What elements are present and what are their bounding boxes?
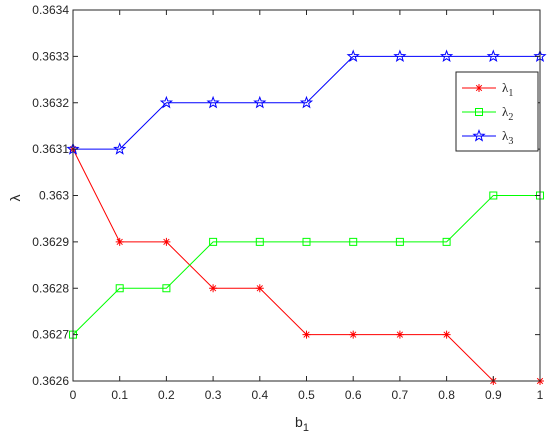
series-3-line — [73, 55, 540, 150]
y-tick-label: 0.3634 — [32, 3, 69, 17]
x-tick-label: 0.1 — [111, 388, 128, 402]
series-2-point — [349, 237, 358, 246]
legend-entry-1: λ1 — [462, 80, 513, 99]
plot-area — [73, 10, 540, 381]
series-3-point — [486, 49, 500, 62]
series-3-point — [346, 49, 360, 62]
x-axis-label: b1 — [295, 414, 309, 434]
y-axis-label: λ — [7, 195, 23, 202]
series-2-point — [302, 237, 311, 246]
series-2-point — [115, 284, 124, 293]
x-tick-label: 0.7 — [392, 388, 409, 402]
legend-swatch-marker — [475, 108, 483, 116]
series-2-line — [72, 195, 540, 335]
y-tick-label: 0.3632 — [32, 96, 69, 110]
series-3-point — [206, 95, 220, 109]
series-2-point — [489, 191, 498, 200]
y-tick-label: 0.3633 — [32, 49, 69, 63]
series-3-point — [159, 95, 173, 109]
x-tick-label: 0.8 — [438, 388, 455, 402]
x-tick-label: 0.9 — [485, 388, 502, 402]
legend-entry-3: λ3 — [462, 128, 513, 147]
legend-label: λ2 — [502, 104, 513, 123]
series-1-point — [162, 237, 171, 246]
legend-label: λ1 — [502, 80, 513, 99]
series-1-point — [395, 330, 404, 339]
series-2-point — [395, 237, 404, 246]
y-tick-label: 0.3631 — [32, 142, 69, 156]
x-tick-label: 0 — [70, 388, 77, 402]
series-1-point — [442, 330, 451, 339]
tick-labels-layer: 0 0.1 0.2 0.3 0.4 0.5 0.6 0.7 0.8 0.9 1 0.3626 0.362… — [32, 3, 543, 402]
legend-swatch-marker — [472, 129, 486, 142]
series-3-point — [440, 49, 454, 62]
series-3 — [66, 49, 547, 155]
y-tick-label: 0.3626 — [32, 374, 69, 388]
series-2-point — [442, 237, 451, 246]
series-layer — [66, 49, 547, 385]
y-tick-label: 0.363 — [39, 189, 69, 203]
series-2-point — [209, 237, 218, 246]
series-2-point — [255, 237, 264, 246]
legend-entry-2: λ2 — [462, 104, 513, 123]
legend-swatch-marker — [475, 84, 483, 92]
legend-label: λ3 — [502, 128, 513, 147]
y-tick-label: 0.3629 — [32, 235, 69, 249]
y-tick-label: 0.3628 — [32, 281, 69, 295]
series-1-point — [349, 330, 358, 339]
series-2-point — [162, 284, 171, 293]
series-3-point — [253, 95, 267, 109]
series-1-point — [209, 284, 218, 293]
x-tick-label: 0.6 — [345, 388, 362, 402]
series-1-point — [302, 330, 311, 339]
legend: λ1 λ2 λ3 — [455, 71, 539, 152]
series-3-point — [299, 95, 314, 109]
series-3-point — [113, 142, 127, 155]
ticks-layer — [72, 9, 541, 382]
x-tick-label: 0.5 — [298, 388, 315, 402]
y-tick-label: 0.3627 — [32, 328, 69, 342]
x-tick-label: 0.4 — [251, 388, 268, 402]
x-tick-label: 1 — [537, 388, 544, 402]
x-tick-label: 0.3 — [205, 388, 222, 402]
series-1-point — [115, 237, 124, 246]
series-1-point — [255, 284, 264, 293]
x-tick-label: 0.2 — [158, 388, 175, 402]
series-3-point — [393, 49, 407, 62]
